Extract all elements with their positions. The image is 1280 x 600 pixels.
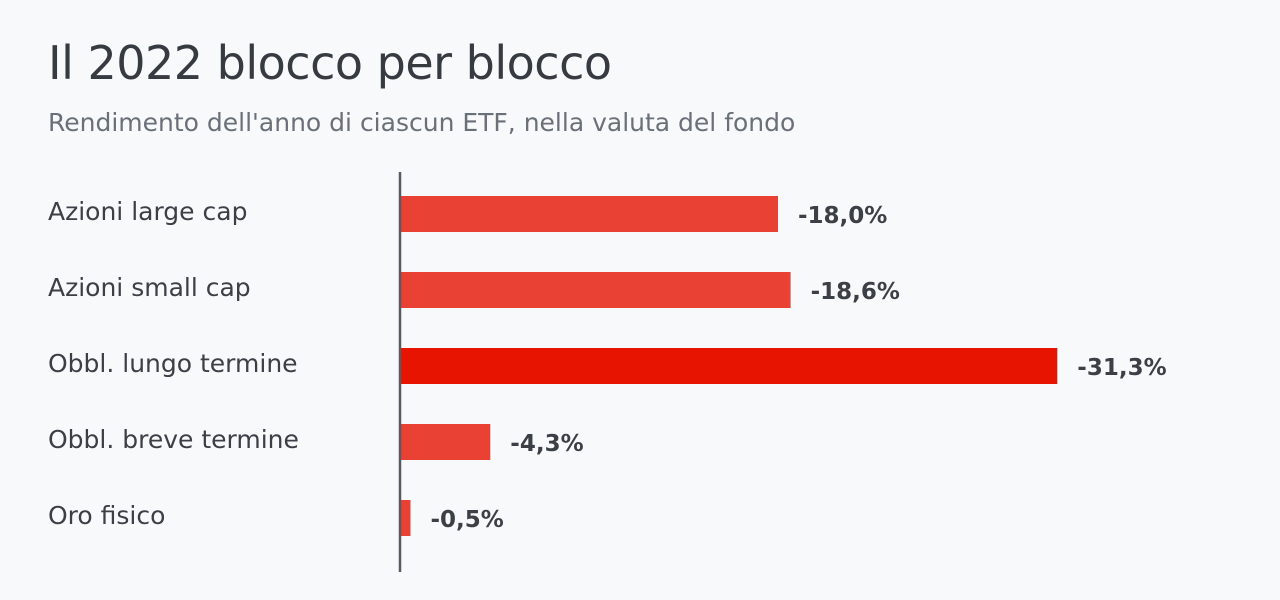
bar (400, 196, 778, 232)
value-label: -4,3% (510, 431, 583, 457)
category-label: Obbl. breve termine (48, 425, 299, 454)
bar (400, 500, 411, 536)
category-label: Azioni large cap (48, 197, 247, 226)
bar (400, 424, 491, 460)
category-label: Oro fisico (48, 501, 165, 530)
category-label: Azioni small cap (48, 273, 251, 302)
chart-subtitle: Rendimento dell'anno di ciascun ETF, nel… (48, 108, 796, 137)
value-label: -0,5% (431, 507, 504, 533)
bars-group: Azioni large cap -18,0% Azioni small cap -1… (48, 196, 1167, 536)
category-label: Obbl. lungo termine (48, 349, 298, 378)
bar (400, 348, 1058, 384)
value-label: -31,3% (1077, 355, 1166, 381)
value-label: -18,6% (811, 279, 900, 305)
chart-title: Il 2022 blocco per blocco (48, 36, 612, 90)
bar (400, 272, 791, 308)
value-label: -18,0% (798, 203, 887, 229)
